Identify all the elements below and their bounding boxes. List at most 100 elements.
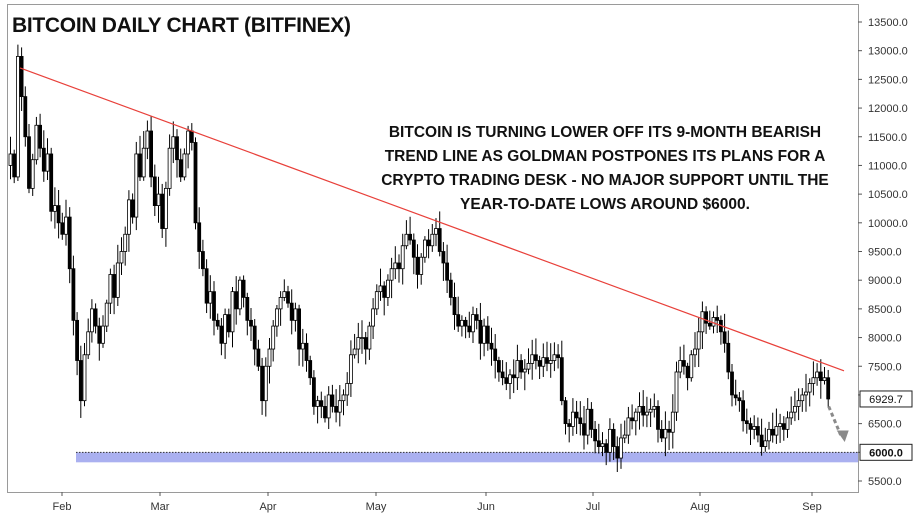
candle: [341, 389, 346, 416]
candle-body-up: [571, 411, 575, 427]
candle-body-up: [293, 308, 298, 321]
candle: [289, 289, 294, 335]
candle: [215, 313, 220, 330]
candle: [696, 317, 701, 368]
candle-body-up: [360, 337, 364, 339]
candle-body-down: [41, 147, 46, 172]
candle: [397, 254, 401, 283]
x-tick-label: Apr: [259, 501, 276, 513]
candle: [578, 401, 583, 436]
candle: [15, 44, 20, 182]
candle-body-up: [648, 408, 653, 413]
candle: [93, 303, 98, 334]
candle: [345, 372, 350, 406]
candle: [112, 264, 116, 315]
candle-body-down: [593, 428, 597, 442]
support-band: [76, 452, 858, 463]
candle: [670, 394, 675, 449]
candle: [337, 385, 342, 427]
candle: [685, 362, 690, 391]
candle-body-down: [448, 279, 453, 298]
candle-body-down: [596, 440, 601, 447]
y-tick-label: 13000.0: [868, 46, 908, 58]
candle: [38, 113, 42, 158]
candle: [82, 343, 87, 407]
candle-body-down: [93, 308, 98, 327]
candle-body-up: [367, 325, 372, 350]
candle-body-down: [289, 302, 294, 321]
candle: [127, 190, 131, 252]
candle-body-up: [374, 291, 379, 310]
candle-body-down: [411, 239, 416, 258]
candle-body-down: [715, 317, 720, 321]
candle-body-down: [308, 360, 313, 379]
candle-body-up: [526, 362, 531, 370]
candle-body-down: [545, 357, 549, 364]
candle: [12, 149, 17, 184]
candle-body-up: [796, 400, 801, 407]
candle: [552, 342, 557, 372]
candle-body-down: [19, 56, 24, 97]
candle-body-up: [300, 342, 305, 350]
candle: [278, 291, 283, 326]
candle-body-up: [267, 348, 272, 367]
candle-body-down: [756, 426, 760, 436]
candle-body-up: [271, 325, 276, 350]
candle: [556, 344, 560, 369]
candle-body-down: [138, 153, 142, 178]
plot-area-border: [7, 4, 859, 493]
candle-body-up: [237, 279, 242, 310]
candle-body-down: [189, 130, 194, 143]
candle: [471, 306, 475, 344]
candle: [204, 259, 209, 314]
candle-body-up: [134, 153, 139, 218]
candle: [249, 307, 253, 342]
x-tick-label: Aug: [690, 501, 710, 513]
candle: [656, 400, 660, 443]
candle-body-down: [12, 153, 17, 178]
candle: [652, 393, 657, 418]
candle: [633, 408, 638, 436]
y-tick-label: 5500.0: [868, 476, 902, 488]
candle: [467, 311, 472, 338]
candle: [34, 116, 39, 165]
candle: [171, 121, 176, 164]
candle: [459, 315, 464, 337]
candle-body-up: [90, 308, 94, 333]
candle: [700, 301, 705, 349]
candle: [97, 317, 102, 361]
candle-body-down: [245, 296, 250, 321]
candle-body-down: [75, 319, 79, 361]
candle-body-down: [574, 411, 579, 419]
candle: [659, 420, 664, 443]
candle: [663, 411, 668, 457]
candle: [256, 339, 261, 371]
candle-body-up: [811, 377, 816, 384]
candle-body-up: [778, 423, 782, 427]
candle-body-up: [600, 443, 605, 447]
projection-arrow-head: [836, 430, 849, 442]
candle-body-down: [330, 394, 335, 407]
candle: [593, 420, 597, 454]
candle-body-down: [656, 406, 660, 430]
candle-body-up: [348, 354, 353, 384]
candle: [545, 341, 549, 372]
candle-body-down: [149, 130, 154, 178]
candle-body-down: [737, 397, 742, 402]
candle-body-down: [252, 325, 257, 350]
label-layer: 6929.7 6000.0: [859, 390, 913, 461]
candle: [252, 319, 257, 366]
candle: [60, 212, 65, 240]
candle: [589, 402, 594, 438]
candle: [230, 286, 235, 348]
candle-body-down: [215, 319, 220, 327]
candle-body-down: [589, 408, 594, 430]
candle-body-down: [304, 342, 309, 361]
y-tick-label: 10500.0: [868, 189, 908, 201]
candle-body-down: [504, 377, 509, 384]
candle: [508, 369, 512, 400]
candle: [393, 246, 398, 280]
candle-body-down: [733, 394, 738, 399]
candle-body-down: [452, 296, 457, 316]
candle: [212, 281, 216, 336]
